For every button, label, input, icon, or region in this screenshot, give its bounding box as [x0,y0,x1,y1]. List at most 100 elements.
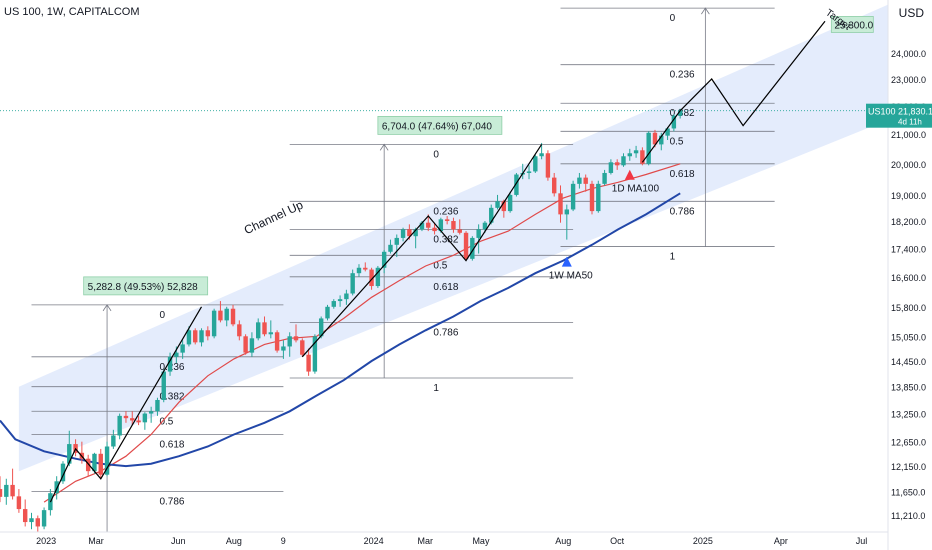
y-tick-label: 17,400.0 [891,244,926,254]
candle-body [67,444,72,464]
x-tick-label: Aug [226,536,242,546]
candle-body [671,115,677,129]
fib-level-label: 0.5 [159,416,173,427]
candle-body [363,267,368,270]
candle-body [482,222,488,230]
candle-body [306,354,311,372]
candle-body [552,177,557,194]
fib-level-label: 0.786 [670,206,695,217]
candle-body [293,336,299,341]
candle-body [193,330,198,343]
fib-level-label: 0 [159,310,165,321]
fib-level-label: 0.786 [433,327,458,338]
candle-body [98,453,103,475]
measure-label-text: 5,282.8 (49.53%) 52,828 [88,282,199,293]
candle-body [92,453,97,472]
fib-level-label: 0.618 [670,169,695,180]
candle-body [123,415,129,419]
candle-body [558,193,563,215]
candle-body [10,484,15,497]
x-tick-label: Jun [171,536,186,546]
candle-body [287,336,292,347]
symbol-header: US 100, 1W, CAPITALCOM [4,6,140,18]
y-tick-label: 23,000.0 [891,75,926,85]
candle-body [489,207,494,223]
price-tag-box [866,103,932,128]
fib-level-label: 0.236 [433,206,458,217]
candle-body [249,338,255,353]
ma-label: 1D MA100 [612,184,660,195]
candle-body [463,232,469,259]
fib-level-label: 0 [433,149,439,160]
candle-body [211,310,217,337]
candle-body [602,172,607,184]
candle-body [419,222,425,230]
fib-level-label: 0.786 [159,497,184,508]
candle-body [356,267,362,274]
candle-body [54,481,59,494]
measure-label-box [377,116,503,135]
x-tick-label: May [472,536,490,546]
candle-body [337,299,343,302]
zigzag-line [301,144,543,358]
candle-body [350,273,355,294]
candle-body [85,458,91,472]
candle-body [589,183,595,212]
fib-level-label: 0.5 [433,260,447,271]
candle-body [205,330,211,337]
y-tick-label: 16,600.0 [891,273,926,283]
candle-body [633,150,639,154]
y-tick-label: 12,150.0 [891,462,926,472]
y-tick-label: 11,650.0 [891,488,925,498]
candle-body [451,221,456,230]
fib-level-label: 0.618 [159,440,184,451]
candle-body [230,308,236,325]
candle-body [400,229,406,238]
x-tick-label: Jul [856,536,868,546]
candle-body [29,518,34,523]
candle-body [243,336,248,353]
candle-body [677,110,683,116]
candle-body [614,162,620,166]
candle-body [331,301,336,307]
candle-body [312,336,318,372]
candle-body [325,306,330,319]
candle-body [388,244,393,252]
channel-band [18,4,888,472]
candle-body [117,415,122,436]
candle-body [577,177,582,184]
channel-label: Channel Up [242,198,306,238]
candle-body [570,183,576,210]
candle-body [470,237,475,259]
candle-body [155,399,160,412]
candle-body [111,435,116,447]
candle-body [652,132,658,145]
ma-label: 1W MA50 [549,271,593,282]
candle-body [539,153,544,157]
x-tick-label: Apr [774,536,788,546]
measure-label-box [83,276,209,296]
candle-body [659,135,664,145]
candle-body [268,332,274,335]
measure-arrowhead [379,143,389,151]
measure-arrowhead [102,304,112,312]
y-tick-label: 13,250.0 [891,410,926,420]
y-tick-label: 15,800.0 [891,303,926,313]
target-price-box [830,16,874,33]
candle-body [104,446,110,475]
candle-body [444,219,450,222]
candle-body [457,229,462,233]
projection-line [679,20,826,127]
currency-label: USD [898,6,924,20]
fib-level-label: 1 [670,252,676,263]
ma-arrow [624,169,635,180]
candle-body [274,332,280,351]
y-tick-label: 18,200.0 [891,217,926,227]
candle-body [22,509,28,523]
price-tag-countdown: 4d 11h [898,118,922,127]
x-tick-label: 2023 [36,536,56,546]
y-tick-label: 24,000.0 [891,49,926,59]
y-tick-label: 11,210.0 [891,511,925,521]
candle-body [281,346,286,351]
